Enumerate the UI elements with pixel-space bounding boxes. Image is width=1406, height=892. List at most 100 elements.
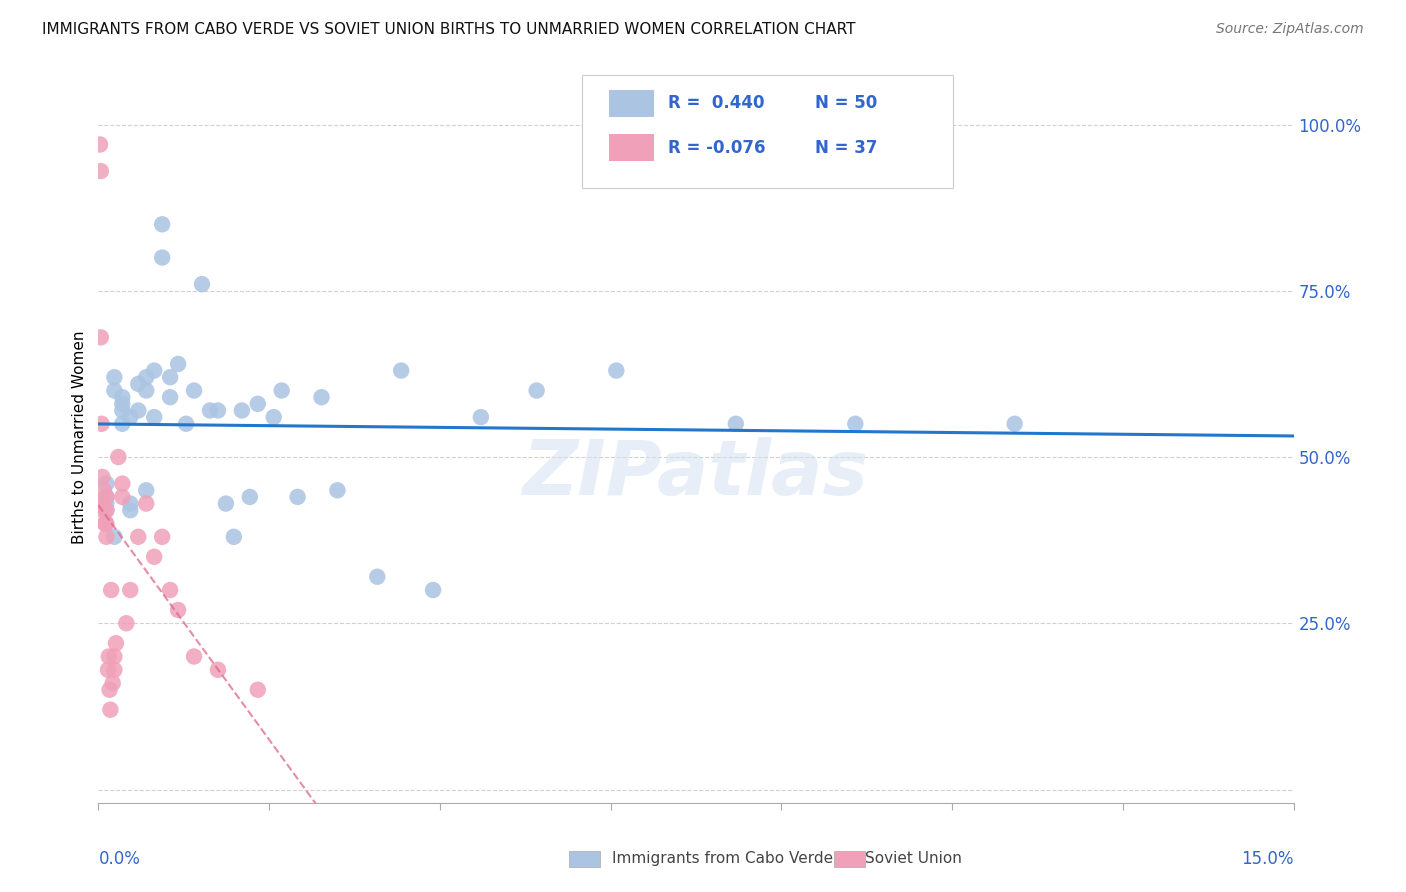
Point <box>103 663 125 677</box>
Point <box>96 530 118 544</box>
Point <box>167 357 190 371</box>
Point <box>96 490 118 504</box>
Point <box>366 570 388 584</box>
Point <box>120 410 142 425</box>
Text: 15.0%: 15.0% <box>1241 850 1294 868</box>
Text: R =  0.440: R = 0.440 <box>668 94 765 112</box>
Point <box>231 403 253 417</box>
Point <box>115 616 138 631</box>
Point <box>605 363 627 377</box>
Point <box>422 582 444 597</box>
Point <box>111 403 134 417</box>
Point <box>96 497 118 511</box>
Point <box>100 582 122 597</box>
Point <box>263 410 285 425</box>
Point <box>198 403 221 417</box>
Point <box>107 450 129 464</box>
Point <box>111 397 134 411</box>
Point <box>111 490 134 504</box>
Point <box>98 703 122 717</box>
Point <box>103 370 125 384</box>
Point <box>135 370 157 384</box>
Point <box>135 384 157 398</box>
Point <box>159 582 181 597</box>
Point <box>94 516 117 531</box>
FancyBboxPatch shape <box>582 75 953 188</box>
Text: 0.0%: 0.0% <box>98 850 141 868</box>
Point <box>91 503 114 517</box>
Point <box>183 384 205 398</box>
Point <box>246 682 269 697</box>
Point <box>120 582 142 597</box>
Point <box>103 530 125 544</box>
Point <box>215 497 238 511</box>
Point <box>143 410 166 425</box>
Point <box>239 490 262 504</box>
Point <box>120 497 142 511</box>
Point <box>246 397 269 411</box>
Point <box>127 376 149 391</box>
Bar <box>609 90 654 118</box>
Point <box>470 410 492 425</box>
Point <box>724 417 747 431</box>
Point <box>167 603 190 617</box>
Point <box>90 330 112 344</box>
Point <box>98 682 121 697</box>
Text: Immigrants from Cabo Verde: Immigrants from Cabo Verde <box>612 851 832 865</box>
Point <box>1004 417 1026 431</box>
Point <box>150 530 173 544</box>
Point <box>311 390 333 404</box>
Point <box>287 490 309 504</box>
Point <box>174 417 197 431</box>
Point <box>93 483 115 498</box>
Point <box>135 497 157 511</box>
Point <box>183 649 205 664</box>
Text: Source: ZipAtlas.com: Source: ZipAtlas.com <box>1216 22 1364 37</box>
Point <box>104 636 127 650</box>
Point <box>207 663 229 677</box>
Point <box>159 390 181 404</box>
Text: IMMIGRANTS FROM CABO VERDE VS SOVIET UNION BIRTHS TO UNMARRIED WOMEN CORRELATION: IMMIGRANTS FROM CABO VERDE VS SOVIET UNI… <box>42 22 856 37</box>
Point <box>389 363 412 377</box>
Point <box>91 497 114 511</box>
Point <box>526 384 548 398</box>
Point <box>207 403 229 417</box>
Text: N = 37: N = 37 <box>815 139 877 157</box>
Point <box>159 370 181 384</box>
Point <box>120 503 142 517</box>
Point <box>111 417 134 431</box>
Point <box>97 663 120 677</box>
Text: ZIPatlas: ZIPatlas <box>523 437 869 510</box>
Point <box>90 164 112 178</box>
Point <box>96 476 118 491</box>
Point <box>191 277 214 292</box>
Point <box>94 516 117 531</box>
Point <box>150 217 173 231</box>
Point <box>97 649 120 664</box>
Text: R = -0.076: R = -0.076 <box>668 139 766 157</box>
Point <box>143 363 166 377</box>
Point <box>96 503 118 517</box>
Point <box>143 549 166 564</box>
Point <box>111 476 134 491</box>
Point <box>96 490 118 504</box>
Point <box>222 530 245 544</box>
Point <box>270 384 292 398</box>
Point <box>103 384 125 398</box>
Point <box>101 676 124 690</box>
Point <box>844 417 866 431</box>
Point <box>89 137 111 152</box>
Text: Soviet Union: Soviet Union <box>865 851 962 865</box>
Point <box>135 483 157 498</box>
Point <box>127 403 149 417</box>
Bar <box>609 134 654 161</box>
Point <box>90 417 112 431</box>
Point <box>150 251 173 265</box>
Text: N = 50: N = 50 <box>815 94 877 112</box>
Point <box>96 503 118 517</box>
Point <box>96 516 118 531</box>
Point <box>91 470 114 484</box>
Point <box>326 483 349 498</box>
Point <box>111 390 134 404</box>
Y-axis label: Births to Unmarried Women: Births to Unmarried Women <box>72 330 87 544</box>
